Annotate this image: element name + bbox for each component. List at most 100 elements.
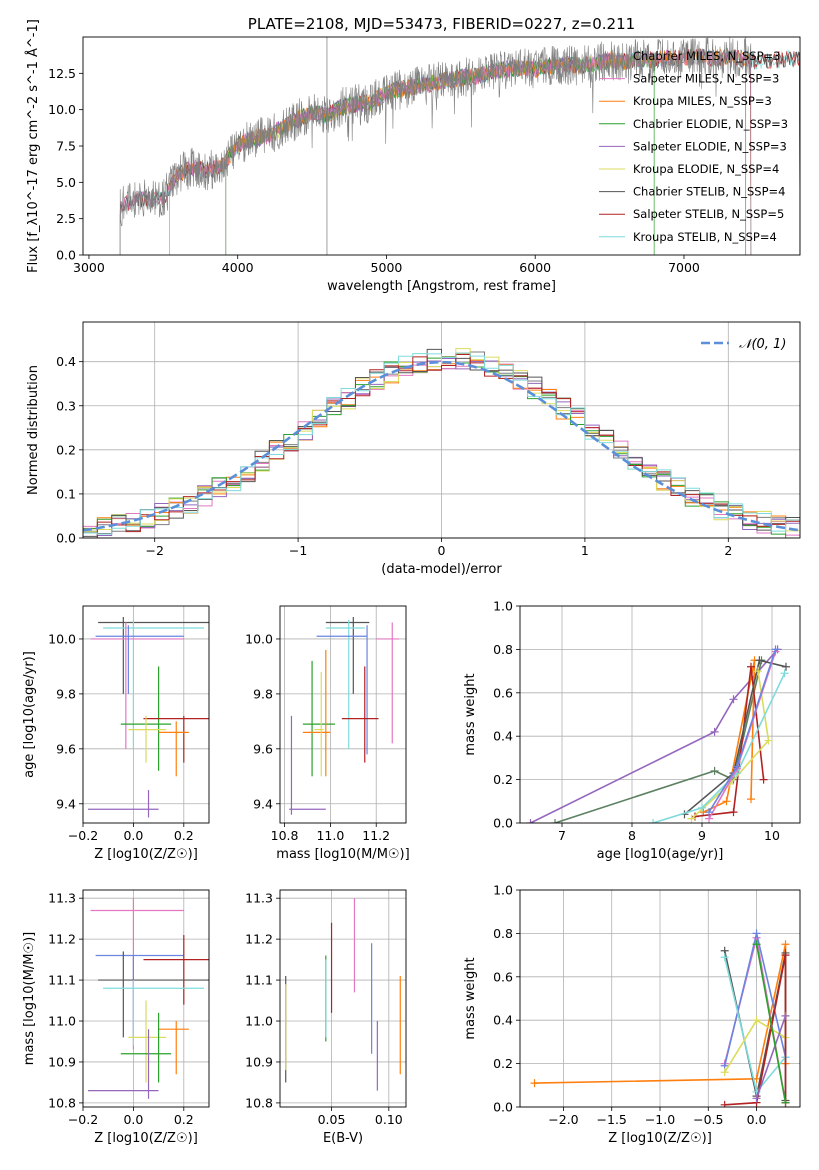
y-axis-label: mass weight (463, 673, 478, 755)
error-bar-point (325, 619, 365, 749)
y-tick-label: 7.5 (56, 139, 76, 154)
data-point-marker (780, 669, 789, 678)
x-tick-label: −1.5 (597, 1112, 627, 1127)
y-tick-label: 10.8 (245, 1095, 273, 1110)
spectrum-series-line (225, 49, 655, 255)
data-point-marker (752, 929, 761, 938)
plot-area (526, 645, 790, 823)
weight-series-line (652, 672, 786, 823)
x-tick-label: −0.5 (693, 1112, 723, 1127)
y-tick-label: 0.4 (493, 1013, 513, 1028)
error-bar-point (316, 625, 368, 755)
y-tick-label: 0.3 (56, 398, 76, 413)
y-axis-label: mass [log10(M/M☉)] (22, 932, 37, 1065)
y-tick-label: 11.0 (48, 1014, 76, 1029)
y-tick-label: 11.1 (245, 973, 273, 988)
error-bar-point (143, 715, 209, 763)
spectrum-series-line (225, 50, 655, 255)
y-tick-label: 0.8 (493, 642, 513, 657)
x-tick-label: 11.0 (316, 828, 344, 843)
plot-area (88, 616, 209, 818)
x-axis-label: (data-model)/error (381, 562, 502, 577)
x-tick-label: 3000 (73, 260, 105, 275)
legend-label: 𝒩(0, 1) (739, 337, 786, 352)
error-bar-point (98, 616, 209, 694)
error-bar-point (95, 625, 184, 694)
x-tick-label: 0.0 (123, 828, 143, 843)
y-tick-label: 10.8 (48, 1095, 76, 1110)
data-point-marker (526, 819, 535, 823)
error-bar-point (314, 671, 324, 777)
error-bar-point (90, 898, 184, 1050)
axes-frame (82, 605, 210, 824)
weight-series-line (724, 954, 787, 1106)
plot-area (289, 616, 400, 815)
y-tick-label: 9.6 (253, 741, 273, 756)
y-tick-label: 0.0 (493, 816, 513, 831)
axes-frame (519, 889, 801, 1108)
y-tick-label: 0.2 (493, 772, 513, 787)
data-point-marker (781, 940, 790, 949)
axes-residuals: −2 −1 0 1 2 0.0 0.1 0.2 0.3 0.4 (data-model)/error… (26, 321, 801, 577)
plot-area (530, 929, 790, 1107)
error-bar-point (98, 951, 209, 1038)
y-tick-label: 1.0 (493, 599, 513, 614)
y-tick-label: 1.0 (493, 883, 513, 898)
plot-area (88, 898, 209, 1099)
axes-spectrum: 3000 4000 5000 6000 7000 0.0 2.5 5.0 7.5 10.0 12.5… (25, 15, 801, 294)
axes-mass-vs-Z: −0.2 0.0 0.2 10.8 10.9 11.0 11.1 11.2 11.3 Z [log… (22, 889, 210, 1146)
data-point-marker (764, 736, 773, 745)
x-axis-label: E(B-V) (323, 1131, 363, 1146)
x-tick-label: 4000 (222, 260, 254, 275)
legend-label: Chabrier STELIB, N_SSP=4 (633, 185, 785, 199)
plot-area (285, 898, 401, 1091)
y-tick-label: 9.4 (56, 796, 76, 811)
y-tick-label: 11.3 (245, 891, 273, 906)
axes-weight-vs-age: 7 8 9 10 0.0 0.2 0.4 0.6 0.8 1.0 age [log10(age/yr… (463, 599, 801, 862)
y-tick-label: 9.4 (253, 796, 273, 811)
data-point-marker (752, 940, 761, 949)
x-tick-label: −2 (145, 543, 163, 558)
y-tick-label: 11.3 (48, 891, 76, 906)
axes-frame (279, 889, 407, 1108)
data-point-marker (687, 814, 696, 823)
x-tick-label: 8 (628, 828, 636, 843)
error-bar-point (289, 715, 326, 815)
error-bar-point (143, 935, 209, 1005)
y-tick-label: 5.0 (56, 175, 76, 190)
data-point-marker (781, 951, 790, 960)
data-point-marker (551, 819, 559, 823)
data-point-marker (771, 645, 780, 654)
axes-weight-vs-Z: −2.0 −1.5 −1.0 −0.5 0.0 0.0 0.2 0.4 0.6 0.8 1.0 Z [… (463, 883, 801, 1146)
data-point-marker (782, 662, 790, 671)
weight-series-line (694, 666, 765, 818)
y-tick-label: 11.2 (48, 932, 76, 947)
x-tick-label: 0.0 (123, 1112, 143, 1127)
x-axis-label: age [log10(age/yr)] (597, 847, 724, 862)
y-tick-label: 0.6 (493, 685, 513, 700)
data-point-marker (752, 1094, 761, 1103)
y-tick-label: 0.8 (493, 926, 513, 941)
x-tick-label: −2.0 (548, 1112, 578, 1127)
weight-series-line (554, 660, 763, 823)
y-axis-label: age [log10(age/yr)] (22, 651, 37, 778)
weight-series-line (755, 1015, 787, 1099)
data-point-marker (722, 797, 731, 806)
y-tick-label: 0.2 (493, 1056, 513, 1071)
y-tick-label: 0.6 (493, 969, 513, 984)
x-tick-label: −0.2 (68, 1112, 98, 1127)
legend-label: Kroupa MILES, N_SSP=3 (633, 94, 772, 108)
y-tick-label: 11.1 (48, 973, 76, 988)
x-axis-label: mass [log10(M/M☉)] (276, 847, 409, 862)
data-point-marker (733, 762, 741, 771)
x-tick-label: 7 (558, 828, 566, 843)
axes-age-vs-Z: −0.2 0.0 0.2 9.4 9.6 9.8 10.0 Z [log10(Z/Z☉)] ag… (22, 605, 210, 862)
legend: 𝒩(0, 1) (701, 337, 786, 352)
x-tick-label: 1 (581, 543, 589, 558)
axes-frame (82, 321, 801, 539)
y-tick-label: 0.4 (56, 354, 76, 369)
legend-label: Kroupa ELODIE, N_SSP=4 (633, 162, 779, 176)
data-point-marker (705, 808, 713, 817)
x-tick-label: 2 (724, 543, 732, 558)
axes-frame (519, 605, 801, 824)
